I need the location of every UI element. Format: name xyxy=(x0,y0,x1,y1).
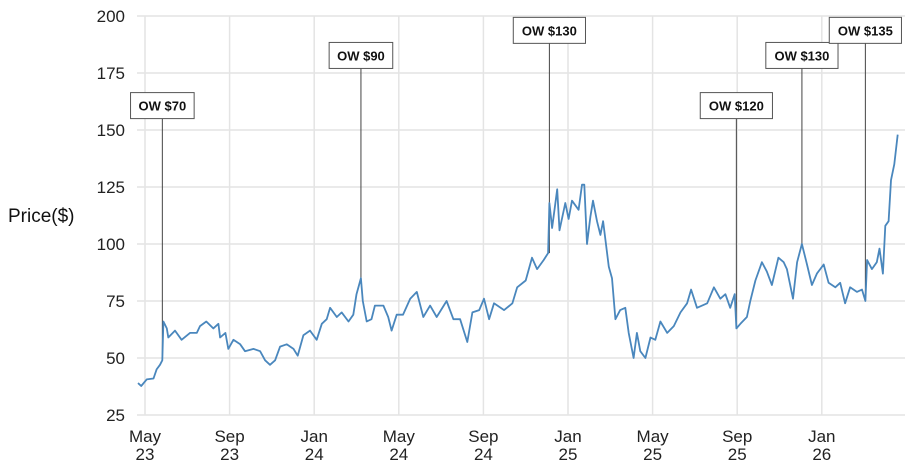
annotation-box: OW $120 xyxy=(699,92,773,120)
annotation-label: OW $130 xyxy=(522,23,577,38)
annotation-box: OW $135 xyxy=(828,16,902,44)
x-tick-label: 25 xyxy=(643,445,662,461)
annotation-box-frame xyxy=(328,41,394,69)
x-tick-label: 23 xyxy=(136,445,155,461)
x-tick-label: 24 xyxy=(389,445,408,461)
annotation-box-frame xyxy=(130,92,195,120)
y-tick-label: 150 xyxy=(97,121,125,140)
y-tick-label: 50 xyxy=(106,349,125,368)
annotation-box-frame xyxy=(828,16,902,44)
x-tick-label: 25 xyxy=(559,445,578,461)
x-tick-label: Jan xyxy=(300,427,327,446)
annotation-label: OW $120 xyxy=(709,99,764,114)
x-tick-label: Sep xyxy=(214,427,244,446)
price-line xyxy=(137,134,899,387)
y-axis: 25 50 75 100 125 150 175 200 xyxy=(97,7,125,425)
annotation-box: OW $90 xyxy=(328,41,394,69)
annotation-labels: OW $70 OW $90 OW $130 OW $120 OW $130 OW $135 xyxy=(130,16,902,120)
annotation-label: OW $135 xyxy=(838,23,893,38)
y-tick-label: 125 xyxy=(97,178,125,197)
grid xyxy=(137,15,905,416)
annotation-label: OW $130 xyxy=(774,48,829,63)
annotation-box-frame xyxy=(699,92,773,120)
x-tick-label: Sep xyxy=(468,427,498,446)
x-tick-label: May xyxy=(129,427,162,446)
y-tick-label: 100 xyxy=(97,235,125,254)
y-tick-label: 75 xyxy=(106,292,125,311)
x-tick-label: Sep xyxy=(722,427,752,446)
y-tick-label: 200 xyxy=(97,7,125,26)
x-tick-label: 24 xyxy=(305,445,324,461)
annotation-lines xyxy=(161,43,866,361)
x-axis: May23Sep23Jan24May24Sep24Jan25May25Sep25… xyxy=(129,427,836,461)
x-tick-label: 25 xyxy=(728,445,747,461)
y-tick-label: 25 xyxy=(106,406,125,425)
x-tick-label: Jan xyxy=(554,427,581,446)
x-tick-label: May xyxy=(383,427,416,446)
x-tick-label: 24 xyxy=(474,445,493,461)
annotation-box: OW $130 xyxy=(512,16,586,44)
x-tick-label: May xyxy=(637,427,670,446)
annotation-box: OW $130 xyxy=(765,41,839,69)
annotation-box: OW $70 xyxy=(130,92,195,120)
series-layer xyxy=(137,134,899,387)
annotation-label: OW $70 xyxy=(138,99,186,114)
y-tick-label: 175 xyxy=(97,64,125,83)
annotation-label: OW $90 xyxy=(337,48,385,63)
x-tick-label: 23 xyxy=(220,445,239,461)
y-axis-label: Price($) xyxy=(8,206,75,227)
x-tick-label: 26 xyxy=(812,445,831,461)
x-tick-label: Jan xyxy=(808,427,835,446)
annotation-box-frame xyxy=(512,16,586,44)
annotation-box-frame xyxy=(765,41,839,69)
